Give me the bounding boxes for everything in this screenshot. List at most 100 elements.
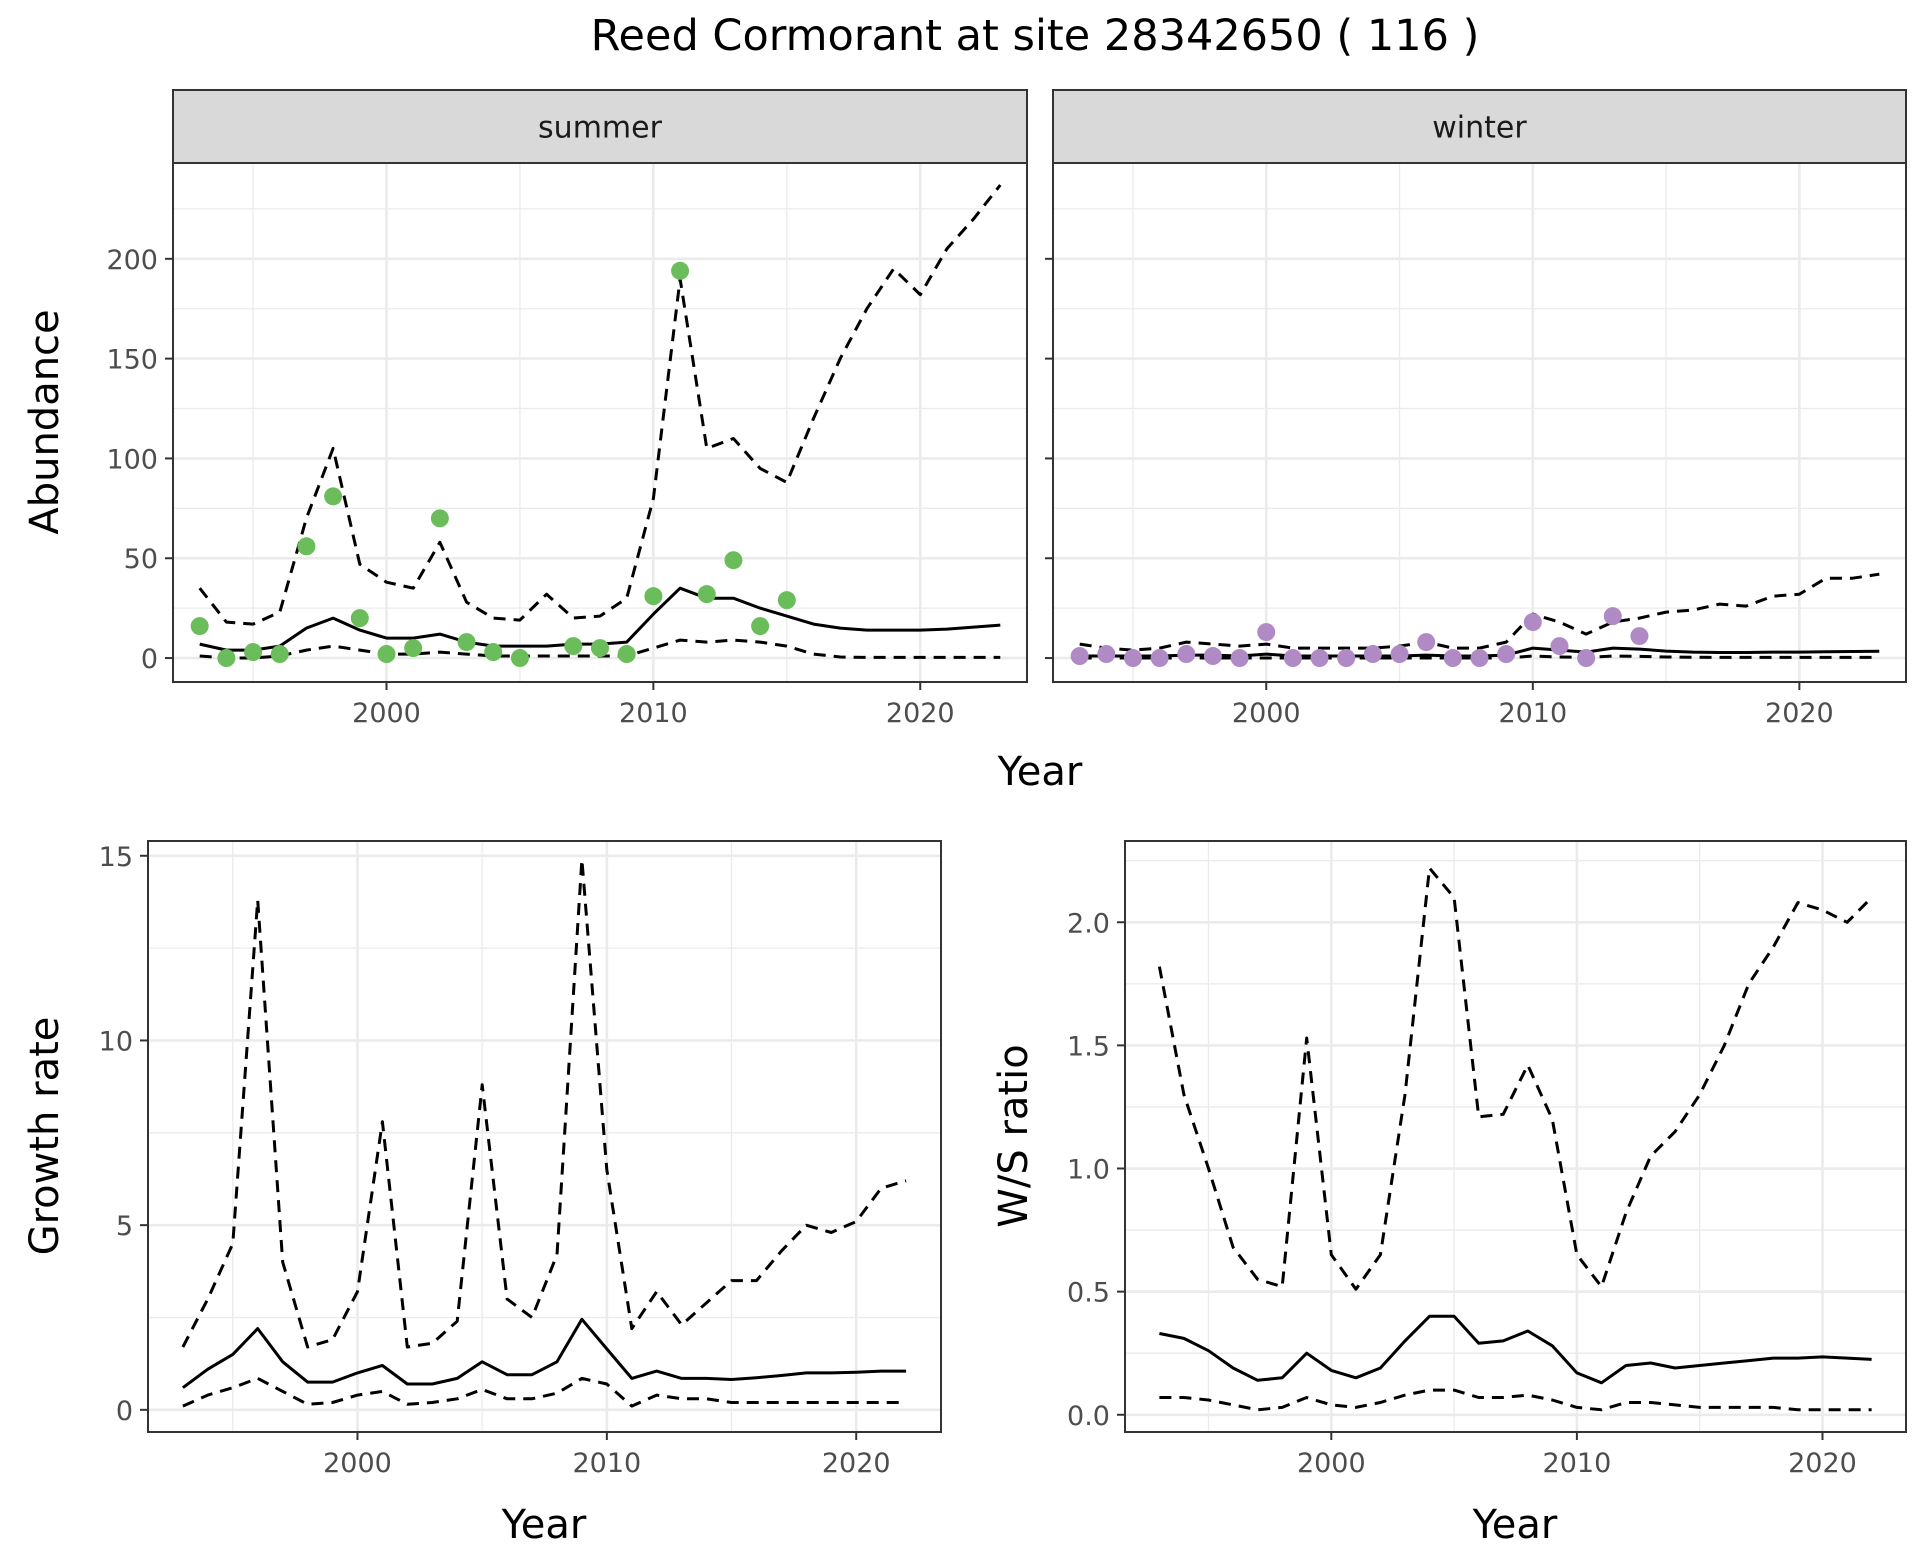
data-point	[1097, 645, 1116, 664]
data-point	[1470, 649, 1489, 668]
interval-line-2	[1159, 1388, 1872, 1412]
y-axis-title: W/S ratio	[991, 1044, 1037, 1227]
y-axis-title: Abundance	[22, 309, 68, 534]
estimate-line-0	[1159, 1314, 1872, 1385]
data-point	[777, 591, 796, 610]
y-tick-label: 1.0	[1067, 1155, 1110, 1186]
y-axis-title: Growth rate	[22, 1017, 68, 1256]
data-point	[1390, 645, 1409, 664]
x-tick-label: 2020	[1765, 698, 1834, 729]
data-point	[457, 633, 476, 652]
y-tick-label: 5	[116, 1211, 133, 1242]
data-point	[1123, 649, 1142, 668]
data-point	[217, 649, 236, 668]
y-tick-label: 10	[99, 1026, 133, 1057]
data-point	[484, 643, 503, 662]
facet-label: summer	[538, 111, 663, 146]
panel-background	[148, 841, 941, 1432]
y-tick-label: 0.5	[1067, 1278, 1110, 1309]
data-point	[1283, 649, 1302, 668]
data-point	[591, 639, 609, 658]
data-point	[324, 487, 343, 506]
x-tick-label: 2010	[1543, 1448, 1612, 1479]
x-tick-label: 2020	[822, 1448, 891, 1479]
y-tick-label: 150	[106, 345, 158, 376]
panel-ws_ratio: 2000 2010 2020 0.0 0.5 1.0 1.5 2.0 W/S ratio Year	[991, 840, 1907, 1548]
x-tick-label: 2000	[323, 1448, 392, 1479]
chart-title: Reed Cormorant at site 28342650 ( 116 )	[591, 11, 1480, 61]
interval-line-2	[1079, 654, 1880, 660]
data-point	[1577, 649, 1596, 668]
data-point	[671, 261, 690, 280]
data-point	[1257, 623, 1276, 642]
data-point	[1070, 647, 1089, 666]
y-tick-label: 2.0	[1067, 908, 1110, 939]
data-point	[617, 645, 636, 664]
interval-line-1	[181, 858, 907, 1349]
data-point	[1363, 645, 1382, 664]
x-axis-title: Year	[1472, 1502, 1558, 1548]
data-point	[1497, 645, 1516, 664]
data-point	[1550, 637, 1569, 656]
data-point	[1310, 649, 1329, 668]
facet-strip	[172, 89, 1028, 164]
data-point	[1630, 627, 1649, 646]
data-point	[244, 643, 263, 662]
data-point	[430, 509, 449, 528]
estimate-line-0	[182, 1317, 907, 1389]
panel-background	[1125, 841, 1906, 1432]
panel-winter: winter 2000 2010 2020	[1045, 89, 1907, 729]
interval-line-1	[198, 184, 1002, 626]
x-tick-label: 2010	[1498, 698, 1567, 729]
panel-border	[147, 840, 942, 1433]
x-axis-title-shared: Year	[997, 749, 1083, 795]
y-tick-label: 50	[124, 544, 158, 575]
panel-growth: 2000 2010 2020 0 5 10 15 Growth rate Year	[22, 840, 942, 1548]
data-point	[697, 585, 716, 604]
facet-strip	[1052, 89, 1907, 164]
data-point	[1203, 647, 1222, 666]
data-point	[350, 609, 369, 628]
x-tick-label: 2000	[1232, 698, 1301, 729]
data-point	[1177, 645, 1196, 664]
x-tick-label: 2020	[886, 698, 955, 729]
panel-background	[1053, 163, 1906, 682]
data-point	[644, 587, 663, 606]
data-point	[270, 645, 289, 664]
y-tick-label: 200	[106, 245, 158, 276]
x-tick-label: 2000	[352, 698, 421, 729]
data-point	[724, 551, 743, 570]
panel-background	[173, 163, 1027, 682]
data-point	[1443, 649, 1462, 668]
x-tick-label: 2000	[1297, 1448, 1366, 1479]
interval-line-2	[182, 1376, 907, 1408]
facet-label: winter	[1432, 111, 1527, 146]
x-tick-label: 2010	[572, 1448, 641, 1479]
y-tick-label: 1.5	[1067, 1031, 1110, 1062]
interval-line-1	[1079, 572, 1880, 652]
x-tick-label: 2020	[1788, 1448, 1857, 1479]
data-point	[297, 537, 316, 556]
data-point	[510, 649, 529, 668]
data-point	[751, 617, 770, 636]
x-tick-label: 2010	[619, 698, 688, 729]
y-tick-label: 15	[99, 842, 133, 873]
interval-line-1	[1157, 866, 1873, 1291]
data-point	[1417, 633, 1436, 652]
data-point	[190, 617, 209, 636]
y-tick-label: 0.0	[1067, 1401, 1110, 1432]
data-point	[404, 639, 423, 658]
data-point	[1230, 649, 1249, 668]
data-point	[1150, 649, 1169, 668]
y-tick-label: 0	[116, 1396, 133, 1427]
data-point	[377, 645, 396, 664]
panel-border	[1124, 840, 1907, 1433]
panel-summer: summer 2000 2010 2020 0 50 100 150 200 Abundance	[22, 89, 1028, 729]
y-tick-label: 100	[106, 444, 158, 475]
data-point	[1523, 613, 1542, 632]
x-axis-title: Year	[501, 1502, 587, 1548]
data-point	[564, 637, 583, 656]
y-tick-label: 0	[141, 644, 158, 675]
